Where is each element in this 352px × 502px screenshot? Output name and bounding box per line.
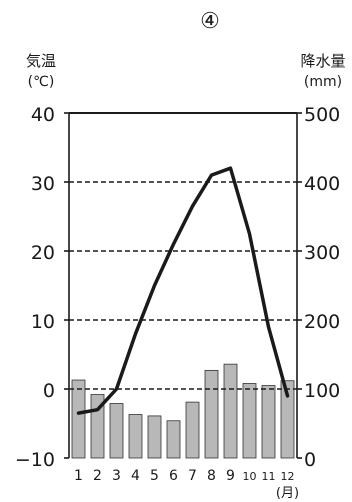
precipitation-bar — [185, 401, 200, 459]
x-tick-label: 11 — [262, 470, 276, 483]
x-tick-label: 3 — [112, 468, 121, 484]
right-axis-title: 降水量 — [300, 52, 345, 70]
right-tick-label: 100 — [304, 380, 340, 402]
plot-area — [64, 112, 302, 459]
x-tick-label: 7 — [188, 468, 197, 484]
figure-label: ④ — [200, 9, 220, 34]
x-tick-label: 1 — [74, 468, 83, 484]
precipitation-bar — [109, 403, 124, 459]
precipitation-bar — [261, 385, 276, 459]
right-tick-label: 300 — [304, 242, 340, 264]
x-tick-label: 10 — [243, 470, 257, 483]
left-axis-title: 気温 — [26, 52, 56, 70]
left-tick-label: 20 — [31, 242, 55, 264]
precipitation-bar — [204, 369, 219, 459]
left-tick-label: 0 — [43, 380, 55, 402]
x-tick-label: 8 — [207, 468, 216, 484]
left-axis-unit: (℃) — [28, 74, 55, 90]
precipitation-bar — [147, 415, 162, 459]
precipitation-bar — [242, 383, 257, 459]
right-tick-label: 500 — [304, 104, 340, 126]
precipitation-bar — [128, 414, 143, 459]
left-tick-label: 10 — [31, 311, 55, 333]
x-unit-label: (月) — [276, 486, 299, 501]
x-tick-label: 5 — [150, 468, 159, 484]
x-tick-label: 9 — [226, 468, 235, 484]
left-tick-label: 30 — [31, 173, 55, 195]
x-tick-label: 12 — [281, 470, 295, 483]
precipitation-bar — [223, 363, 238, 459]
precipitation-bar — [166, 420, 181, 459]
right-tick-label: 200 — [304, 311, 340, 333]
precipitation-bar — [71, 379, 86, 459]
right-tick-label: 0 — [304, 449, 316, 471]
left-tick-label: −10 — [15, 449, 55, 471]
x-tick-label: 6 — [169, 468, 178, 484]
left-tick-label: 40 — [31, 104, 55, 126]
temperature-line — [76, 166, 290, 415]
right-tick-label: 400 — [304, 173, 340, 195]
precipitation-bar — [280, 380, 295, 459]
x-tick-label: 4 — [131, 468, 140, 484]
x-tick-label: 2 — [93, 468, 102, 484]
right-axis-unit: (mm) — [304, 74, 342, 90]
